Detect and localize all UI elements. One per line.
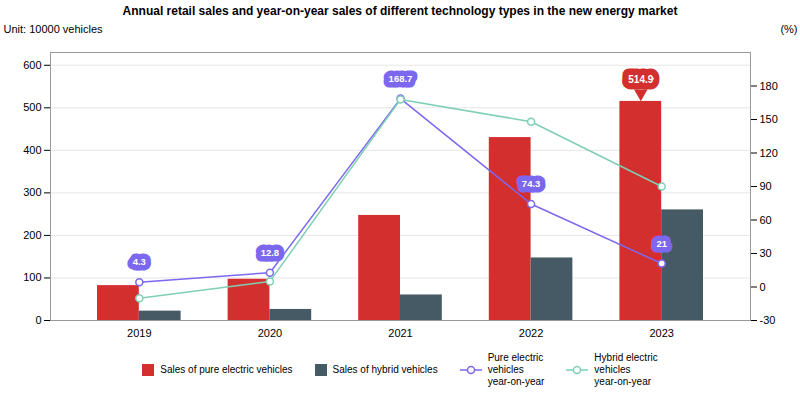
svg-text:4.3: 4.3: [133, 256, 146, 267]
html-text:Sales of pure electric vehicle: Sales of pure electric vehicles: [160, 364, 293, 375]
html-text:Pure electric vehicles year-on: Pure electric vehicles year-on-year: [487, 352, 545, 387]
svg-text:514.9: 514.9: [628, 74, 653, 85]
html-text:Hybrid electric vehicles year-: Hybrid electric vehicles year-on-year: [594, 352, 658, 387]
svg-text:120: 120: [760, 147, 778, 159]
svg-text:2019: 2019: [127, 327, 151, 339]
svg-text:600: 600: [23, 59, 41, 71]
svg-text:74.3: 74.3: [522, 178, 541, 189]
svg-text:100: 100: [23, 271, 41, 283]
svg-text:150: 150: [760, 113, 778, 125]
svg-text:(%): (%): [780, 23, 797, 35]
html-text:Sales of hybrid vehicles: Sales of hybrid vehicles: [332, 364, 438, 375]
svg-text:2022: 2022: [519, 327, 543, 339]
svg-text:200: 200: [23, 229, 41, 241]
svg-text:2023: 2023: [649, 327, 673, 339]
svg-text:300: 300: [23, 186, 41, 198]
svg-text:60: 60: [760, 214, 772, 226]
svg-text:30: 30: [760, 247, 772, 259]
svg-text:0: 0: [35, 314, 41, 326]
svg-text:Unit: 10000 vehicles: Unit: 10000 vehicles: [4, 23, 104, 35]
svg-text:180: 180: [760, 80, 778, 92]
svg-text:-30: -30: [760, 314, 776, 326]
svg-text:500: 500: [23, 101, 41, 113]
svg-text:12.8: 12.8: [261, 247, 280, 258]
svg-text:0: 0: [760, 281, 766, 293]
svg-text:2020: 2020: [258, 327, 282, 339]
svg-text:21: 21: [656, 238, 667, 249]
svg-text:90: 90: [760, 180, 772, 192]
svg-text:400: 400: [23, 144, 41, 156]
svg-text:2021: 2021: [388, 327, 412, 339]
svg-text:168.7: 168.7: [389, 73, 413, 84]
html-text:Annual retail sales and year-o: Annual retail sales and year-on-year sal…: [122, 4, 678, 18]
